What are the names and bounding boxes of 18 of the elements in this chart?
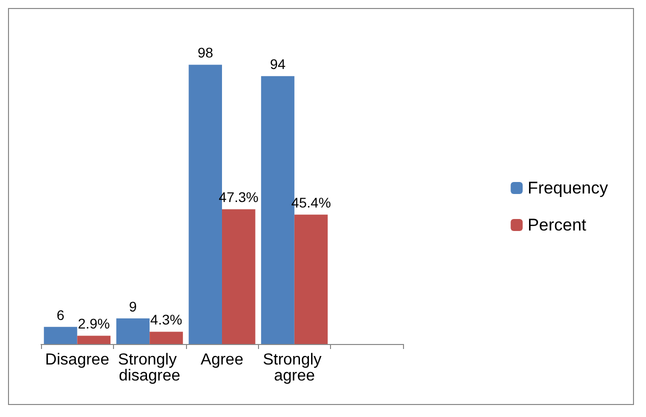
data-label: 94	[270, 56, 286, 72]
data-label: 6	[56, 306, 65, 323]
legend-label: Frequency	[528, 178, 608, 198]
data-label: 98	[198, 44, 214, 61]
x-tick-label: Strongly agree	[262, 352, 326, 384]
bar	[150, 332, 183, 344]
data-label: 4.3%	[150, 312, 182, 328]
bar	[77, 336, 111, 344]
x-tick-label: Agree	[200, 352, 244, 368]
data-label: 9	[129, 298, 138, 314]
legend-label: Percent	[528, 216, 587, 234]
x-tick-label: Disagree	[45, 352, 110, 368]
bar	[44, 326, 78, 344]
bar	[294, 214, 328, 344]
data-label: 2.9%	[78, 316, 110, 332]
x-tick-label: Strongly disagree	[118, 352, 182, 384]
bar	[222, 209, 256, 344]
bar	[116, 318, 150, 344]
